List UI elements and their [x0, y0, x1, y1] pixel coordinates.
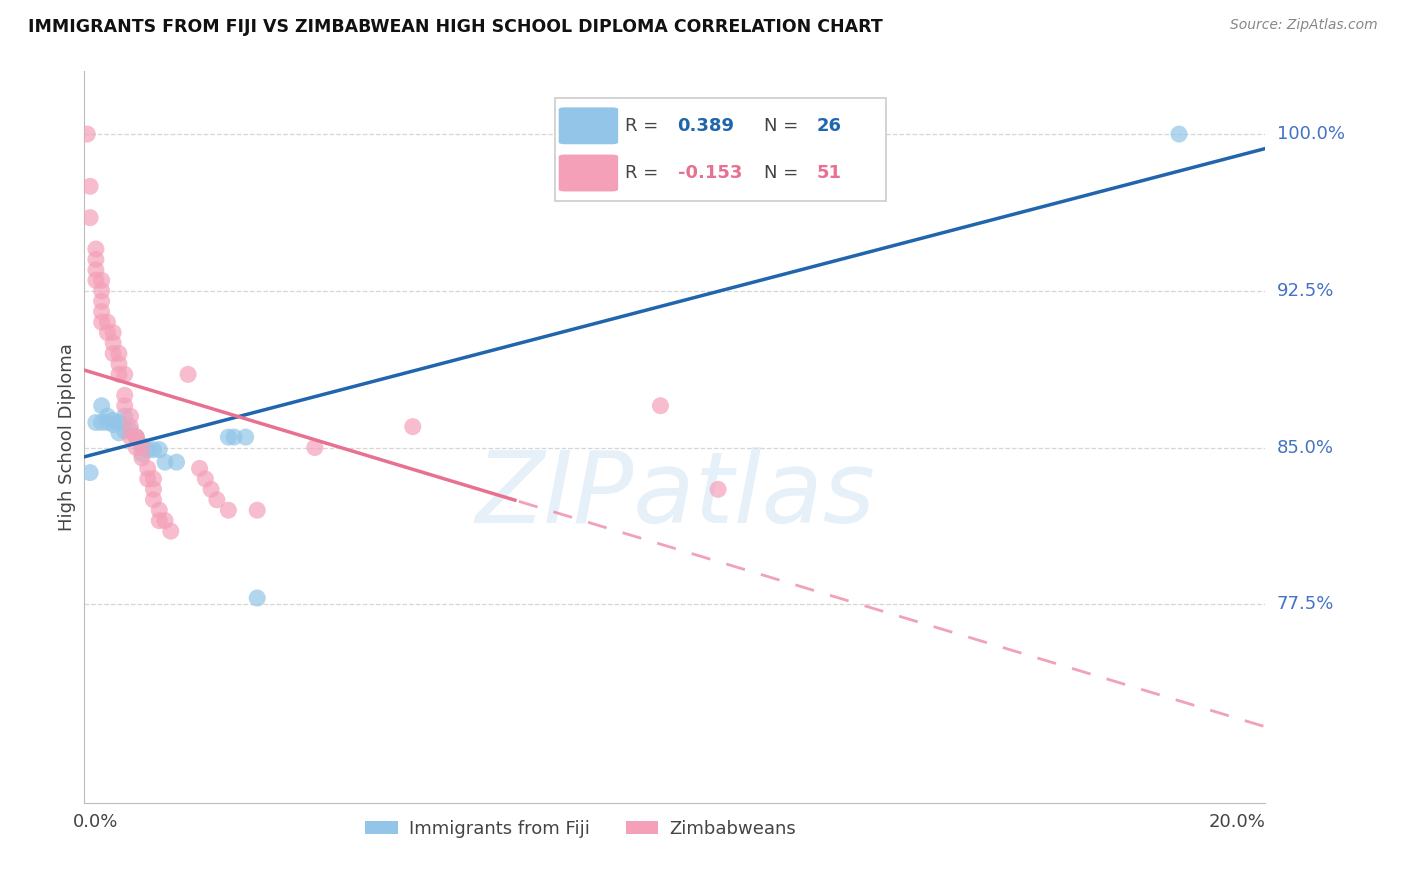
Point — [707, 483, 730, 497]
Point — [142, 472, 165, 486]
Point — [148, 514, 170, 528]
Point — [120, 409, 142, 424]
Point — [84, 252, 107, 267]
Point — [142, 442, 165, 457]
Point — [108, 346, 131, 360]
Point — [153, 455, 176, 469]
Point — [96, 416, 118, 430]
Point — [136, 461, 159, 475]
Text: -0.153: -0.153 — [678, 164, 742, 182]
FancyBboxPatch shape — [558, 154, 619, 192]
Point — [84, 242, 107, 256]
Point — [101, 417, 124, 432]
Point — [120, 424, 142, 438]
Text: R =: R = — [624, 164, 658, 182]
Point — [304, 441, 326, 455]
Y-axis label: High School Diploma: High School Diploma — [58, 343, 76, 531]
Point — [108, 416, 131, 430]
Point — [217, 430, 239, 444]
Point — [101, 336, 124, 351]
Text: R =: R = — [624, 117, 658, 135]
Point — [76, 127, 98, 141]
Point — [79, 179, 101, 194]
Point — [131, 441, 153, 455]
Text: N =: N = — [763, 117, 797, 135]
Point — [235, 430, 257, 444]
Point — [96, 315, 118, 329]
Point — [90, 399, 112, 413]
Point — [188, 461, 211, 475]
Point — [101, 326, 124, 340]
Point — [101, 346, 124, 360]
Point — [200, 483, 222, 497]
Point — [136, 472, 159, 486]
Point — [125, 441, 148, 455]
Point — [90, 284, 112, 298]
Point — [114, 399, 136, 413]
Point — [108, 368, 131, 382]
Text: 77.5%: 77.5% — [1277, 595, 1334, 614]
Point — [108, 357, 131, 371]
Point — [194, 472, 217, 486]
Point — [246, 503, 269, 517]
Point — [90, 416, 112, 430]
Point — [166, 455, 188, 469]
Point — [1168, 127, 1191, 141]
Point — [650, 399, 672, 413]
Point — [120, 419, 142, 434]
Text: 100.0%: 100.0% — [1277, 125, 1344, 143]
Point — [114, 409, 136, 424]
Point — [114, 424, 136, 438]
Point — [142, 492, 165, 507]
Point — [153, 514, 176, 528]
Point — [108, 425, 131, 440]
Text: 92.5%: 92.5% — [1277, 282, 1334, 300]
Text: N =: N = — [763, 164, 797, 182]
Point — [205, 492, 228, 507]
Point — [131, 450, 153, 465]
Text: IMMIGRANTS FROM FIJI VS ZIMBABWEAN HIGH SCHOOL DIPLOMA CORRELATION CHART: IMMIGRANTS FROM FIJI VS ZIMBABWEAN HIGH … — [28, 18, 883, 36]
Point — [79, 211, 101, 225]
Text: ZIPatlas: ZIPatlas — [475, 447, 875, 544]
Legend: Immigrants from Fiji, Zimbabweans: Immigrants from Fiji, Zimbabweans — [359, 813, 803, 845]
Text: Source: ZipAtlas.com: Source: ZipAtlas.com — [1230, 18, 1378, 32]
Point — [120, 430, 142, 444]
Text: 26: 26 — [817, 117, 841, 135]
Point — [96, 409, 118, 424]
Point — [177, 368, 200, 382]
Point — [90, 304, 112, 318]
Point — [217, 503, 239, 517]
Text: 85.0%: 85.0% — [1277, 439, 1333, 457]
Point — [90, 315, 112, 329]
Point — [90, 273, 112, 287]
Point — [84, 263, 107, 277]
Point — [101, 413, 124, 427]
Point — [159, 524, 181, 538]
FancyBboxPatch shape — [558, 107, 619, 145]
Text: 51: 51 — [817, 164, 841, 182]
Point — [402, 419, 425, 434]
Point — [246, 591, 269, 605]
Point — [114, 388, 136, 402]
Text: 0.389: 0.389 — [678, 117, 734, 135]
Point — [136, 442, 159, 457]
Point — [131, 447, 153, 461]
Point — [125, 430, 148, 444]
Point — [90, 294, 112, 309]
Point — [84, 273, 107, 287]
Text: 0.0%: 0.0% — [73, 814, 118, 831]
Point — [131, 438, 153, 452]
Point — [125, 430, 148, 444]
Point — [148, 503, 170, 517]
Point — [148, 442, 170, 457]
Point — [79, 466, 101, 480]
FancyBboxPatch shape — [555, 98, 886, 201]
Point — [125, 430, 148, 444]
Point — [96, 326, 118, 340]
Point — [224, 430, 246, 444]
Text: 20.0%: 20.0% — [1209, 814, 1265, 831]
Point — [142, 483, 165, 497]
Point — [114, 368, 136, 382]
Point — [84, 416, 107, 430]
